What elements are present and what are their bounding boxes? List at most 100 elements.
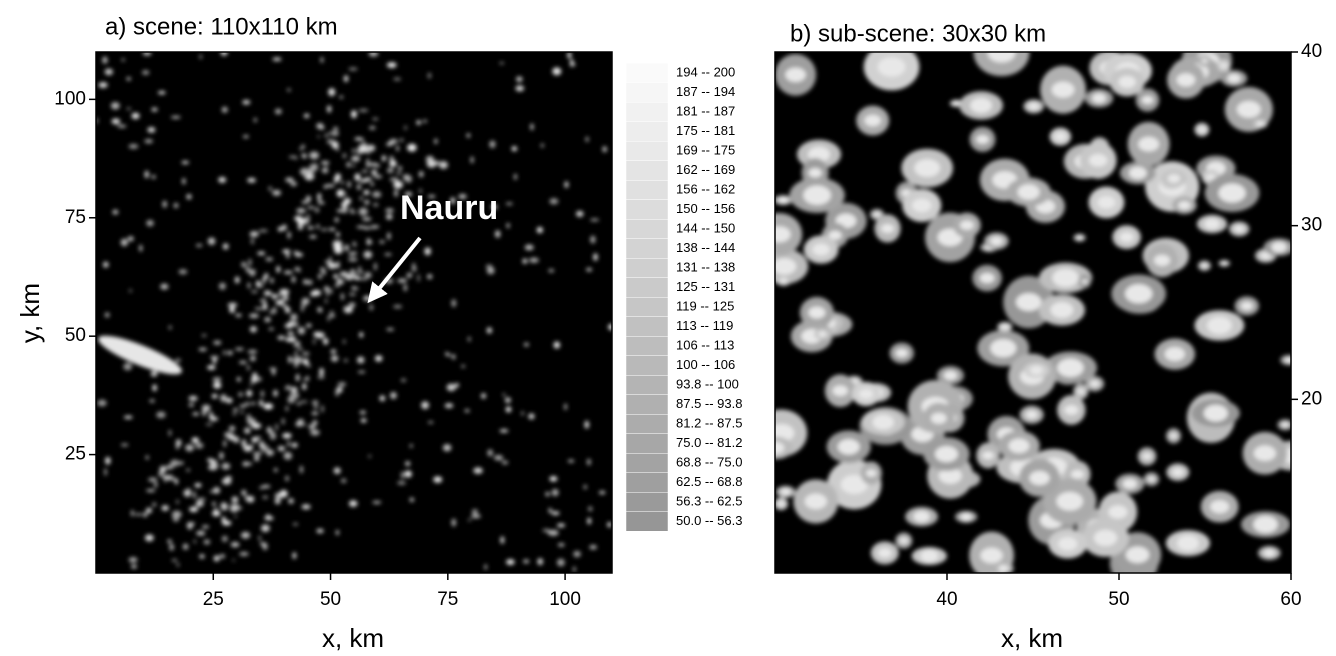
cloud-speck — [393, 305, 403, 309]
cloud-speck — [157, 90, 166, 95]
cloud-speck — [228, 425, 236, 432]
cloud-speck — [313, 331, 320, 337]
cloud-speck — [364, 271, 372, 279]
cloud-speck — [291, 442, 298, 448]
cloud-speck — [229, 505, 239, 513]
cloud-core — [858, 388, 874, 399]
cloud-core — [1097, 196, 1116, 209]
cloud-core — [1081, 279, 1088, 284]
cloud-core — [979, 272, 995, 284]
cloud-core — [1253, 515, 1278, 534]
cloud-speck — [235, 313, 242, 317]
cloud-speck — [259, 399, 264, 407]
cloud-speck — [178, 269, 188, 275]
legend-label: 68.8 -- 75.0 — [676, 454, 743, 469]
cloud-speck — [250, 238, 254, 245]
cloud-speck — [451, 299, 457, 308]
cloud-speck — [290, 386, 298, 393]
cloud-speck — [385, 213, 393, 220]
cloud-speck — [434, 138, 438, 144]
cloud-speck — [192, 412, 200, 416]
cloud-speck — [551, 488, 559, 497]
cloud-core — [785, 67, 806, 82]
cloud-speck — [296, 402, 301, 405]
cloud-speck — [251, 422, 262, 429]
cloud-speck — [239, 404, 246, 409]
cloud-speck — [167, 539, 172, 544]
cloud-core — [1001, 324, 1009, 330]
cloud-speck — [274, 498, 281, 505]
cloud-speck — [292, 552, 297, 559]
cloud-speck — [272, 57, 282, 62]
cloud-speck — [274, 108, 282, 115]
cloud-speck — [485, 264, 493, 268]
cloud-speck — [368, 455, 371, 458]
cloud-core — [872, 414, 894, 430]
cloud-speck — [277, 335, 286, 340]
cloud-speck — [516, 76, 523, 83]
cloud-speck — [556, 558, 565, 567]
cloud-speck — [281, 224, 287, 231]
cloud-speck — [336, 232, 340, 237]
cloud-speck — [590, 235, 596, 244]
cloud-speck — [404, 125, 407, 131]
cloud-speck — [316, 224, 320, 229]
legend-label: 93.8 -- 100 — [676, 376, 739, 391]
legend-label: 169 -- 175 — [676, 142, 735, 157]
cloud-core — [1088, 153, 1108, 167]
cloud-speck — [329, 314, 336, 318]
cloud-core — [873, 211, 881, 217]
cloud-speck — [567, 52, 572, 59]
cloud-speck — [258, 229, 269, 233]
cloud-core — [818, 331, 827, 337]
cloud-speck — [144, 534, 154, 542]
cloud-speck — [163, 476, 167, 483]
cloud-speck — [201, 525, 210, 529]
cloud-speck — [325, 184, 335, 188]
cloud-core — [1169, 433, 1178, 439]
cloud-speck — [220, 394, 227, 403]
cloud-core — [808, 306, 826, 319]
cloud-core — [1198, 127, 1206, 133]
cloud-speck — [487, 449, 494, 457]
cloud-speck — [398, 165, 402, 171]
cloud-speck — [111, 118, 121, 125]
x-axis-label: x, km — [322, 623, 384, 653]
cloud-speck — [294, 362, 299, 368]
cloud-speck — [354, 137, 363, 141]
legend-label: 150 -- 156 — [676, 201, 735, 216]
cloud-speck — [291, 275, 296, 283]
cloud-speck — [361, 137, 364, 142]
cloud-speck — [269, 450, 274, 453]
cloud-speck — [248, 258, 252, 267]
cloud-speck — [244, 427, 251, 434]
cloud-speck — [288, 156, 297, 159]
legend-swatch — [625, 277, 669, 298]
cloud-speck — [586, 267, 593, 272]
cloud-speck — [359, 410, 367, 415]
cloud-speck — [250, 402, 257, 405]
cloud-speck — [249, 271, 256, 277]
cloud-speck — [327, 315, 330, 322]
cloud-speck — [486, 327, 493, 334]
cloud-speck — [328, 227, 336, 231]
cloud-speck — [363, 190, 370, 195]
cloud-core — [775, 258, 797, 275]
cloud-speck — [334, 176, 339, 184]
cloud-core — [1017, 184, 1040, 200]
cloud-speck — [176, 499, 179, 504]
cloud-core — [837, 439, 860, 455]
cloud-speck — [246, 495, 255, 503]
cloud-core — [881, 223, 895, 234]
legend-label: 119 -- 125 — [676, 298, 734, 313]
cloud-speck — [221, 477, 232, 485]
cloud-speck — [223, 440, 227, 448]
cloud-speck — [309, 151, 320, 160]
cloud-speck — [466, 133, 471, 138]
cloud-speck — [240, 531, 251, 539]
cloud-core — [914, 159, 941, 178]
cloud-speck — [249, 355, 256, 362]
cloud-speck — [159, 465, 167, 474]
cloud-speck — [141, 70, 150, 75]
cloud-speck — [343, 75, 349, 83]
